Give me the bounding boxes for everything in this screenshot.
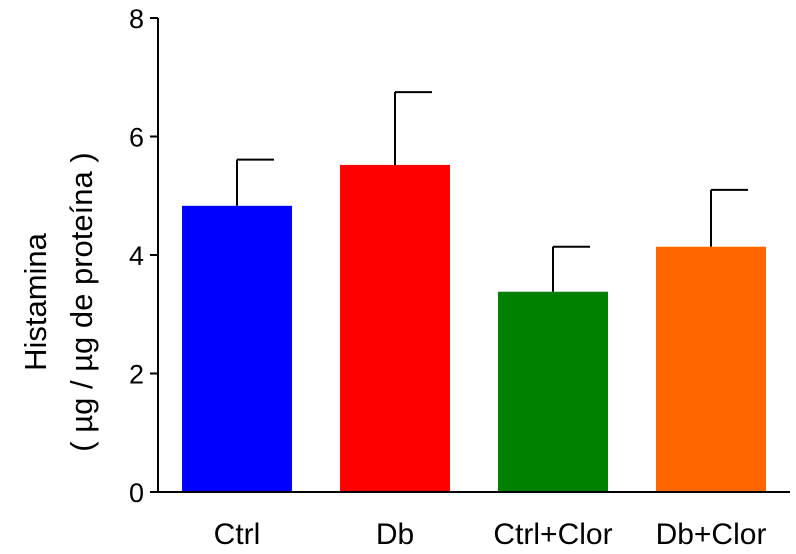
y-tick-label-2: 2	[129, 360, 144, 390]
y-axis-title: Histamina ( µg / µg de proteína )	[18, 152, 99, 451]
x-tick-label-ctrl: Ctrl	[214, 518, 261, 551]
bar-db	[340, 164, 450, 492]
bar-db-clor	[656, 246, 766, 492]
y-axis-title-line2: ( µg / µg de proteína )	[64, 152, 99, 451]
y-tick-label-4: 4	[129, 241, 144, 271]
bars-layer	[182, 91, 766, 492]
axes-layer: Ctrl Db Ctrl+Clor Db+Clor 0 2 4 6 8	[129, 4, 790, 551]
bar-ctrl	[182, 205, 292, 492]
x-tick-label-ctrl-clor: Ctrl+Clor	[493, 518, 612, 551]
bar-ctrl-clor	[498, 291, 608, 492]
x-tick-label-db: Db	[376, 518, 414, 551]
y-tick-label-6: 6	[129, 123, 144, 153]
y-tick-label-0: 0	[129, 478, 144, 508]
y-tick-label-8: 8	[129, 4, 144, 34]
y-axis-title-line1: Histamina	[18, 232, 53, 371]
x-tick-label-db-clor: Db+Clor	[656, 518, 767, 551]
